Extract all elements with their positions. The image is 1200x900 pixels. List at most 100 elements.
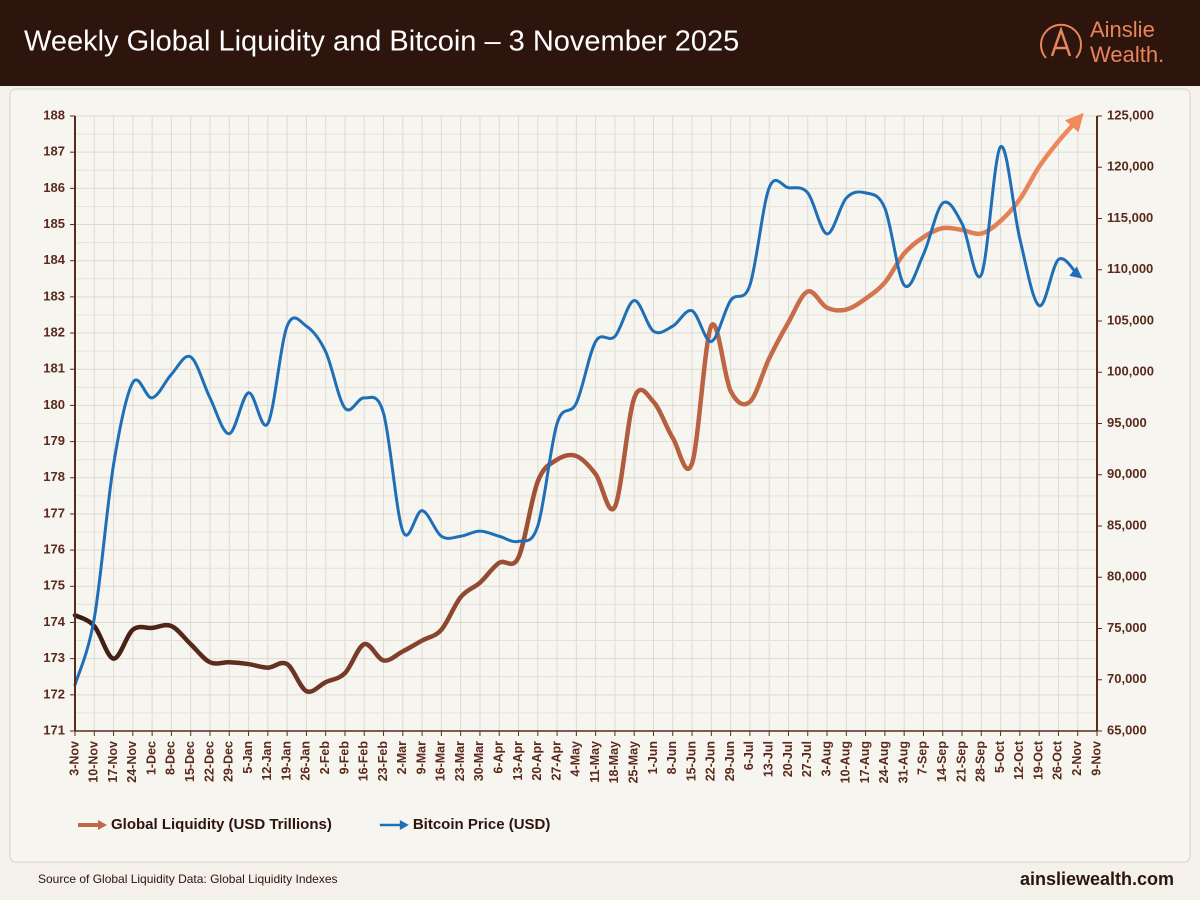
- x-tick-label: 16-Feb: [357, 741, 371, 782]
- x-tick-label: 8-Jun: [665, 741, 679, 774]
- legend-label: Bitcoin Price (USD): [413, 816, 551, 833]
- x-tick-label: 4-May: [569, 741, 583, 776]
- x-tick-label: 22-Jun: [704, 741, 718, 781]
- x-tick-label: 28-Sep: [974, 741, 988, 782]
- y-tick-label: 182: [43, 324, 65, 339]
- y-tick-label: 188: [43, 107, 65, 122]
- y-tick-label: 180: [43, 397, 65, 412]
- x-tick-label: 13-Jul: [761, 741, 775, 777]
- x-tick-label: 9-Nov: [1089, 741, 1103, 776]
- x-tick-label: 19-Jan: [279, 741, 293, 781]
- y-tick-label: 179: [43, 433, 65, 448]
- y-tick-label: 186: [43, 180, 65, 195]
- x-tick-label: 1-Dec: [144, 741, 158, 775]
- y2-tick-label: 100,000: [1107, 364, 1154, 379]
- x-tick-label: 12-Jan: [260, 741, 274, 781]
- grid: [74, 115, 1098, 732]
- panel: [9, 88, 1191, 863]
- x-tick-label: 15-Dec: [183, 741, 197, 782]
- y2-tick-label: 95,000: [1107, 415, 1147, 430]
- x-tick-label: 5-Oct: [993, 740, 1007, 773]
- x-tick-label: 30-Mar: [472, 741, 486, 781]
- x-tick-label: 24-Nov: [125, 741, 139, 783]
- y-tick-label: 174: [43, 614, 65, 629]
- x-tick-label: 27-Apr: [549, 741, 563, 781]
- x-tick-label: 24-Aug: [877, 741, 891, 783]
- y-tick-label: 177: [43, 505, 65, 520]
- y-tick-label: 184: [43, 252, 65, 267]
- y-tick-label: 171: [43, 722, 65, 737]
- y2-tick-label: 120,000: [1107, 159, 1154, 174]
- x-tick-label: 29-Jun: [723, 741, 737, 781]
- x-tick-label: 16-Mar: [434, 741, 448, 781]
- x-tick-label: 17-Nov: [106, 741, 120, 783]
- series-line: [72, 112, 1084, 695]
- y2-tick-label: 115,000: [1107, 210, 1153, 225]
- y2-tick-label: 105,000: [1107, 312, 1154, 327]
- x-tick-label: 23-Feb: [376, 741, 390, 782]
- x-tick-label: 2-Mar: [395, 741, 409, 774]
- y-tick-label: 181: [43, 361, 65, 376]
- x-tick-label: 1-Jun: [646, 741, 660, 774]
- x-tick-label: 3-Aug: [819, 741, 833, 776]
- x-tick-label: 9-Mar: [414, 741, 428, 774]
- x-tick-label: 29-Dec: [222, 741, 236, 782]
- y-tick-label: 183: [43, 288, 65, 303]
- x-tick-label: 12-Oct: [1012, 740, 1026, 780]
- source-note: Source of Global Liquidity Data: Global …: [38, 872, 338, 886]
- y-tick-label: 175: [43, 578, 65, 593]
- legend-arrow: [399, 820, 409, 830]
- x-tick-label: 10-Nov: [87, 741, 101, 783]
- x-tick-label: 25-May: [627, 741, 641, 783]
- x-tick-label: 19-Oct: [1031, 740, 1045, 780]
- x-tick-label: 13-Apr: [511, 741, 525, 781]
- x-tick-label: 11-May: [588, 741, 602, 783]
- y-tick-label: 187: [43, 144, 65, 159]
- series-line: [73, 145, 1083, 687]
- y-tick-label: 172: [43, 686, 65, 701]
- x-tick-label: 20-Jul: [781, 741, 795, 777]
- x-tick-label: 26-Jan: [299, 741, 313, 781]
- x-tick-label: 2-Feb: [318, 741, 332, 775]
- x-tick-label: 23-Mar: [453, 741, 467, 781]
- x-tick-label: 8-Dec: [164, 741, 178, 775]
- y2-tick-label: 90,000: [1107, 466, 1147, 481]
- header-band: [0, 0, 1200, 86]
- y-tick-label: 185: [43, 216, 65, 231]
- y2-tick-label: 110,000: [1107, 261, 1153, 276]
- y2-tick-label: 125,000: [1107, 107, 1154, 122]
- brand-name: Ainslie: [1090, 17, 1155, 42]
- y2-tick-label: 70,000: [1107, 671, 1147, 686]
- logo: Ainslie Wealth.: [1040, 17, 1164, 67]
- x-tick-label: 27-Jul: [800, 741, 814, 777]
- plot: [72, 112, 1084, 695]
- y2-tick-label: 80,000: [1107, 569, 1147, 584]
- website: ainsliewealth.com: [1020, 869, 1174, 889]
- y2-tick-label: 85,000: [1107, 517, 1147, 532]
- legend-label: Global Liquidity (USD Trillions): [111, 816, 332, 833]
- x-tick-label: 6-Apr: [492, 741, 506, 774]
- x-tick-label: 22-Dec: [202, 741, 216, 782]
- x-tick-label: 26-Oct: [1051, 740, 1065, 780]
- x-tick-label: 15-Jun: [684, 741, 698, 781]
- x-tick-label: 3-Nov: [67, 741, 81, 776]
- x-tick-label: 20-Apr: [530, 741, 544, 781]
- x-tick-label: 10-Aug: [839, 741, 853, 783]
- y2-tick-label: 75,000: [1107, 620, 1147, 635]
- y2-tick-label: 65,000: [1107, 722, 1147, 737]
- x-tick-label: 21-Sep: [954, 741, 968, 782]
- x-tick-label: 2-Nov: [1070, 741, 1084, 776]
- x-tick-label: 5-Jan: [241, 741, 255, 774]
- x-tick-label: 31-Aug: [896, 741, 910, 783]
- x-tick-label: 14-Sep: [935, 741, 949, 782]
- y-tick-label: 176: [43, 542, 65, 557]
- x-tick-label: 7-Sep: [916, 741, 930, 775]
- x-tick-label: 6-Jul: [742, 741, 756, 770]
- x-tick-label: 9-Feb: [337, 741, 351, 775]
- legend-arrow: [98, 820, 107, 830]
- x-tick-label: 18-May: [607, 741, 621, 783]
- chart-title: Weekly Global Liquidity and Bitcoin – 3 …: [24, 26, 739, 58]
- x-tick-label: 17-Aug: [858, 741, 872, 783]
